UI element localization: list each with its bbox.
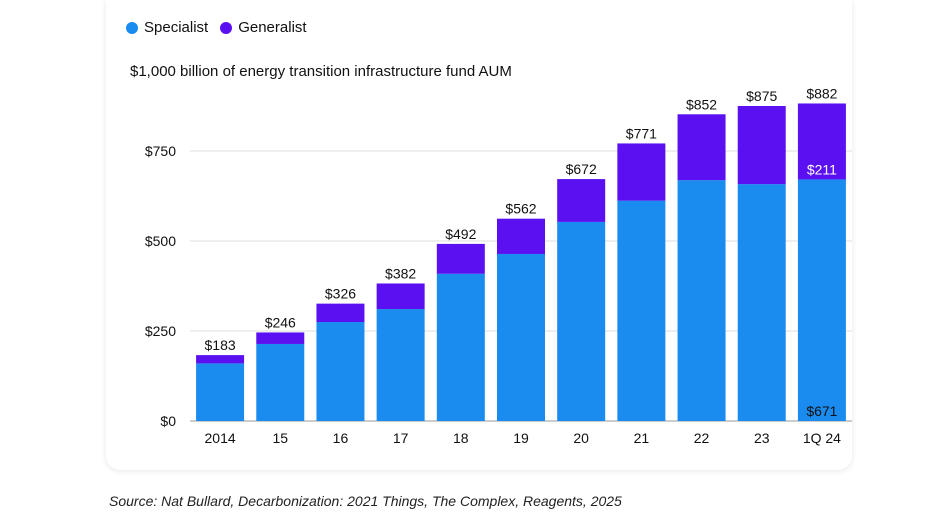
bar-specialist bbox=[557, 221, 606, 421]
x-tick-label: 16 bbox=[333, 430, 349, 446]
total-label: $852 bbox=[686, 96, 717, 112]
y-tick-label: $500 bbox=[145, 233, 176, 249]
bar-generalist bbox=[376, 283, 425, 310]
bar-generalist bbox=[677, 114, 726, 181]
y-tick-label: $750 bbox=[145, 143, 176, 159]
x-tick-label: 18 bbox=[453, 430, 469, 446]
y-tick-label: $250 bbox=[145, 323, 176, 339]
total-label: $771 bbox=[626, 125, 657, 141]
bar-generalist bbox=[497, 218, 545, 254]
bar-specialist bbox=[376, 309, 425, 421]
bar-generalist bbox=[436, 243, 485, 274]
specialist-value-label: $671 bbox=[806, 403, 837, 419]
total-label: $246 bbox=[265, 314, 296, 330]
total-label: $562 bbox=[505, 201, 536, 217]
bar-specialist bbox=[617, 200, 666, 421]
generalist-value-label: $211 bbox=[807, 161, 837, 177]
bar-specialist bbox=[196, 363, 245, 421]
legend-label-specialist: Specialist bbox=[144, 19, 209, 36]
total-label: $672 bbox=[566, 161, 597, 177]
bar-generalist bbox=[797, 103, 846, 180]
x-tick-label: 2014 bbox=[205, 430, 236, 446]
total-label: $382 bbox=[385, 265, 416, 281]
bar-generalist bbox=[256, 332, 305, 344]
x-tick-label: 15 bbox=[272, 430, 288, 446]
y-tick-label: $0 bbox=[160, 413, 176, 429]
x-tick-label: 20 bbox=[573, 430, 589, 446]
bar-generalist bbox=[557, 179, 606, 222]
legend-swatch-specialist bbox=[126, 21, 138, 34]
legend-label-generalist: Generalist bbox=[238, 19, 307, 36]
total-label: $492 bbox=[445, 226, 476, 242]
x-tick-label: 22 bbox=[694, 430, 710, 446]
source-note: Source: Nat Bullard, Decarbonization: 20… bbox=[109, 493, 622, 509]
x-tick-label: 1Q 24 bbox=[803, 430, 841, 446]
bar-specialist bbox=[737, 184, 786, 421]
bar-generalist bbox=[737, 106, 786, 185]
total-label: $882 bbox=[806, 85, 837, 101]
bar-generalist bbox=[617, 143, 666, 201]
legend-swatch-generalist bbox=[220, 21, 233, 34]
bar-specialist bbox=[497, 253, 545, 421]
legend: Specialist Generalist bbox=[126, 19, 319, 36]
bar-generalist bbox=[316, 303, 365, 322]
x-tick-label: 17 bbox=[393, 430, 409, 446]
legend-item-generalist: Generalist bbox=[220, 19, 307, 36]
bar-specialist bbox=[256, 343, 305, 421]
x-tick-label: 19 bbox=[513, 430, 529, 446]
bar-specialist bbox=[316, 322, 365, 421]
total-label: $326 bbox=[325, 286, 356, 302]
legend-item-specialist: Specialist bbox=[126, 19, 208, 36]
total-label: $875 bbox=[746, 88, 777, 104]
bar-specialist bbox=[436, 273, 485, 421]
bar-generalist bbox=[196, 355, 245, 364]
x-tick-label: 21 bbox=[634, 430, 650, 446]
bar-specialist bbox=[797, 179, 846, 421]
bar-specialist bbox=[677, 180, 726, 421]
total-label: $183 bbox=[205, 337, 236, 353]
chart-subtitle: $1,000 billion of energy transition infr… bbox=[130, 63, 512, 80]
x-tick-label: 23 bbox=[754, 430, 770, 446]
